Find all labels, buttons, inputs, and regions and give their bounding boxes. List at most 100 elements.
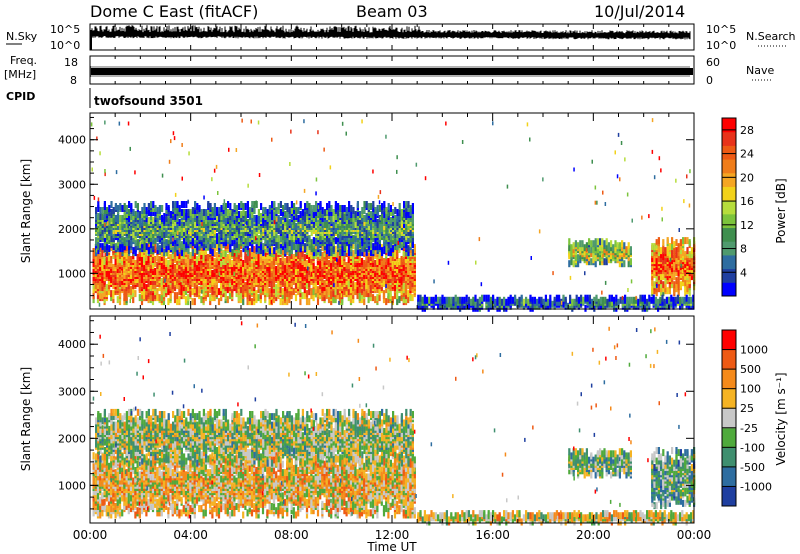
power-echo-cell	[187, 294, 190, 302]
power-echo-cell	[233, 282, 236, 290]
power-echo-cell	[374, 250, 377, 257]
power-echo-cell	[154, 242, 157, 249]
power-echo-cell	[594, 244, 597, 252]
power-echo-cell	[385, 286, 388, 294]
power-echo-cell	[202, 225, 205, 232]
power-echo-cell	[226, 254, 229, 261]
power-echo-cell	[204, 280, 207, 287]
power-echo-cell	[579, 256, 582, 264]
power-echo-cell	[204, 276, 207, 283]
power-echo-cell	[343, 213, 346, 220]
power-echo-cell	[180, 225, 183, 232]
power-echo-cell	[226, 296, 229, 304]
power-echo-cell	[107, 268, 111, 275]
power-echo-cell	[94, 256, 97, 263]
power-echo-cell	[184, 284, 188, 292]
power-echo-cell	[253, 246, 256, 253]
power-echo-cell	[332, 290, 335, 298]
power-echo-cell	[266, 290, 269, 298]
power-echo-cell	[244, 245, 247, 253]
power-echo-cell	[380, 276, 383, 283]
power-echo-cell	[337, 209, 340, 216]
power-echo-cell	[651, 277, 654, 285]
power-echo-cell	[112, 243, 115, 251]
power-echo-cell	[112, 264, 115, 271]
power-echo-cell	[301, 270, 304, 277]
power-echo-cell	[391, 260, 394, 267]
power-echo-cell	[319, 211, 322, 218]
power-echo-cell	[194, 201, 197, 208]
power-echo-cell	[229, 203, 232, 210]
power-echo-cell	[246, 235, 249, 243]
power-echo-cell	[396, 231, 399, 238]
power-echo-cell	[361, 211, 364, 218]
power-echo-cell	[325, 272, 328, 279]
power-echo-cell	[321, 215, 324, 222]
power-echo-cell	[224, 264, 227, 271]
power-echo-cell	[233, 225, 236, 232]
power-echo-cell	[327, 284, 331, 292]
power-echo-cell	[279, 298, 282, 306]
power-echo-cell	[231, 260, 234, 267]
power-echo-cell	[211, 207, 214, 214]
power-echo-cell	[138, 294, 141, 302]
power-echo-cell	[334, 254, 337, 261]
power-echo-cell	[371, 260, 375, 267]
power-echo-cell	[383, 205, 386, 212]
power-echo-cell	[165, 207, 168, 214]
power-echo-cell	[264, 207, 267, 214]
power-echo-cell	[209, 286, 212, 294]
power-echo-cell	[249, 207, 252, 214]
power-echo-cell	[112, 231, 115, 238]
power-echo-cell	[251, 241, 254, 249]
power-echo-cell	[248, 298, 251, 306]
power-echo-cell	[114, 252, 117, 259]
power-echo-cell	[402, 290, 405, 298]
power-echo-cell	[326, 213, 329, 220]
power-echo-cell	[305, 298, 309, 306]
power-echo-cell	[337, 215, 340, 222]
power-echo-cell	[391, 296, 394, 304]
power-echo-cell	[387, 203, 390, 210]
power-echo-cell	[257, 235, 260, 243]
power-echo-cell	[143, 288, 146, 296]
power-echo-cell	[246, 243, 249, 251]
power-echo-cell	[246, 211, 249, 218]
power-echo-cell	[224, 203, 227, 210]
power-echo-cell	[249, 239, 252, 247]
power-echo-cell	[178, 262, 181, 269]
power-echo-cell	[224, 209, 227, 216]
power-echo-cell	[363, 219, 366, 226]
power-echo-cell	[326, 243, 329, 251]
power-echo-cell	[154, 205, 157, 212]
power-echo-cell	[264, 219, 267, 226]
power-echo-cell	[290, 233, 293, 241]
power-echo-cell	[596, 246, 599, 254]
power-echo-cell	[378, 268, 381, 275]
power-echo-cell	[123, 203, 126, 210]
power-echo-cell	[316, 298, 320, 306]
power-echo-cell	[590, 240, 593, 248]
power-echo-cell	[101, 258, 104, 265]
power-echo-cell	[348, 249, 351, 257]
power-echo-cell	[156, 207, 159, 214]
power-echo-cell	[152, 237, 155, 245]
nsearch-tick-lo: 10^0	[706, 39, 736, 52]
power-echo-cell	[334, 288, 337, 296]
power-echo-cell	[178, 209, 181, 216]
power-echo-cell	[411, 249, 414, 257]
power-echo-cell	[182, 258, 185, 265]
power-echo-cell	[328, 205, 331, 212]
power-echo-cell	[204, 266, 207, 273]
power-echo-cell	[603, 240, 606, 248]
power-echo-cell	[381, 203, 384, 210]
station-title: Dome C East (fitACF)	[90, 2, 258, 21]
power-echo-cell	[627, 260, 630, 268]
power-echo-cell	[202, 209, 205, 216]
power-echo-cell	[389, 209, 392, 216]
power-echo-cell	[316, 286, 320, 294]
power-echo-cell	[215, 288, 218, 296]
power-echo-cell	[162, 290, 166, 298]
power-echo-cell	[149, 262, 152, 269]
